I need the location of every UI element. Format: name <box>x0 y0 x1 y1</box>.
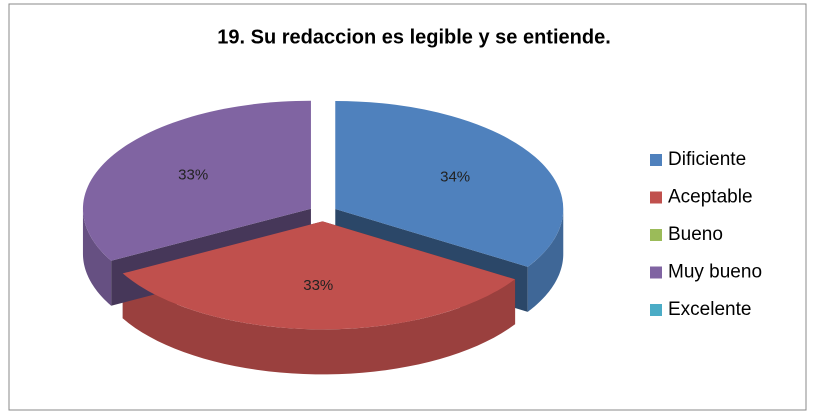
data-label: 33% <box>178 167 208 184</box>
chart-title: 19. Su redaccion es legible y se entiend… <box>217 26 611 48</box>
legend-label: Bueno <box>668 224 723 245</box>
pie-tops <box>82 100 564 330</box>
slice-top <box>82 100 311 261</box>
legend-swatch <box>650 154 662 166</box>
slice-rim <box>527 208 564 312</box>
data-label: 34% <box>440 169 470 186</box>
legend-swatch <box>650 191 662 204</box>
legend-label: Dificiente <box>668 149 746 170</box>
legend-label: Aceptable <box>668 187 753 208</box>
slice-rim <box>82 208 112 306</box>
data-label: 33% <box>303 277 333 294</box>
legend-label: Excelente <box>668 299 751 320</box>
slice-top <box>122 221 516 330</box>
slice-top <box>335 100 564 267</box>
legend-label: Muy bueno <box>668 262 762 283</box>
legend-swatch <box>650 304 662 316</box>
legend-swatch <box>650 266 662 279</box>
slice-rim <box>122 273 516 375</box>
legend-swatch <box>650 229 662 241</box>
